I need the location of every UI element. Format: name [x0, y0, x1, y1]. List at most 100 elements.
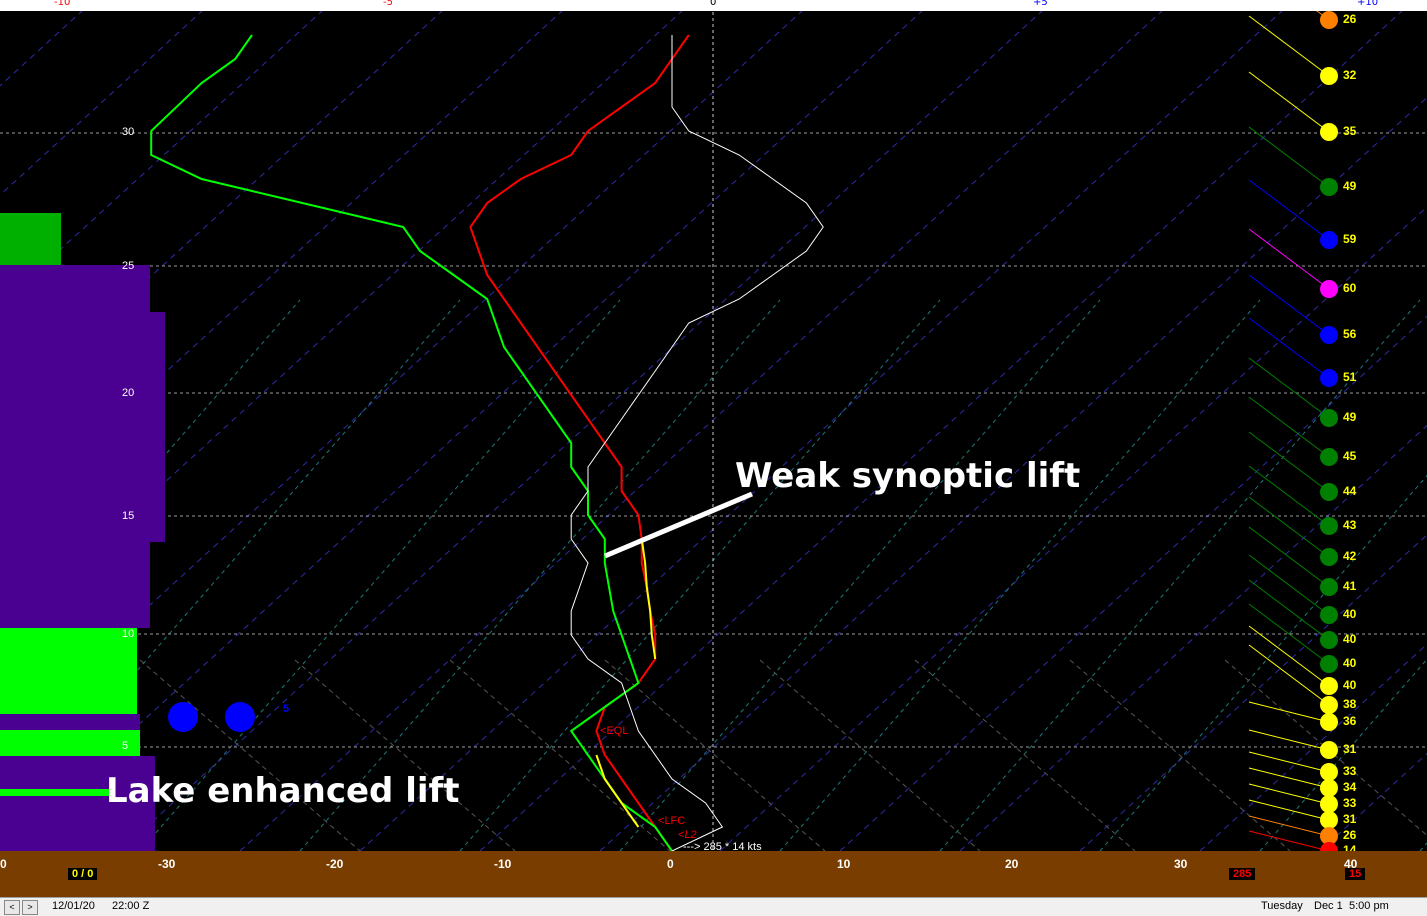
synoptic-pointer-line — [604, 491, 753, 559]
wind-dot — [1320, 369, 1338, 387]
wind-speed-label: 38 — [1343, 697, 1357, 711]
left-badge: 0 / 0 — [68, 868, 98, 880]
status-time: 22:00 Z — [112, 900, 150, 912]
wind-speed-label: 40 — [1343, 607, 1357, 621]
series-line-2 — [570, 35, 824, 851]
wind-dot — [1320, 67, 1338, 85]
wind-dot — [1320, 763, 1338, 781]
annotation-lake-enhanced-lift: Lake enhanced lift — [106, 771, 460, 811]
isotherm-line — [0, 0, 335, 306]
wind-dot — [1320, 811, 1338, 829]
mixing-ratio-line — [139, 299, 621, 851]
surface-wind-value: 285 * 14 kts — [703, 841, 762, 851]
isotherm-line — [359, 0, 1295, 851]
x-axis-bar: 0 -30 -20 -10 0 10 20 30 40 0 / 0 285 15 — [0, 851, 1427, 897]
wind-dot — [1320, 696, 1338, 714]
adiabat-line — [759, 659, 981, 851]
wind-barb — [1248, 799, 1330, 821]
wind-dot — [1320, 548, 1338, 566]
x-tick-0: 0 — [667, 857, 674, 871]
wind-speed-label: 60 — [1343, 281, 1357, 295]
green-block-low — [0, 730, 140, 756]
wind-dot — [1320, 231, 1338, 249]
x-tick-0-left: 0 — [0, 857, 7, 871]
x-tick-minus10: -10 — [494, 857, 512, 871]
wind-dot — [1320, 795, 1338, 813]
wind-barb — [1248, 830, 1330, 851]
wind-barb — [1248, 767, 1330, 789]
status-day: Tuesday — [1261, 900, 1303, 912]
wind-speed-label: 40 — [1343, 678, 1357, 692]
lfc-marker: <LFC — [658, 815, 686, 827]
purple-block-low — [0, 714, 140, 730]
adiabat-line — [914, 659, 1136, 851]
mixing-ratio-line — [0, 299, 301, 646]
status-date: 12/01/20 — [52, 900, 95, 912]
wind-speed-label: 32 — [1343, 68, 1357, 82]
wind-barb — [1248, 603, 1330, 665]
x-tick-10: 10 — [837, 857, 851, 871]
wind-speed-label: 14 — [1343, 843, 1357, 851]
series-line-4 — [640, 538, 657, 660]
wind-speed-label: 33 — [1343, 764, 1357, 778]
wind-speed-label: 34 — [1343, 780, 1357, 794]
status-local-time: 5:00 pm — [1349, 900, 1389, 912]
top-tick-minus5: -5 — [383, 0, 393, 8]
next-button[interactable]: > — [22, 900, 38, 915]
wind-barb — [1248, 751, 1330, 773]
wind-dot — [1320, 779, 1338, 797]
y-tick-10: 10 — [122, 628, 135, 640]
prev-button[interactable]: < — [4, 900, 20, 915]
wind-speed-label: 31 — [1343, 812, 1357, 826]
wind-barb — [1248, 431, 1330, 493]
wind-dot — [1320, 483, 1338, 501]
green-block-top — [0, 213, 61, 265]
isotherm-line — [0, 0, 935, 851]
wind-barb — [1248, 644, 1330, 706]
annotation-weak-synoptic-lift: Weak synoptic lift — [735, 456, 1081, 496]
x-tick-minus30: -30 — [158, 857, 176, 871]
wind-barb — [1248, 317, 1330, 379]
top-tick-minus10: -10 — [54, 0, 71, 8]
wind-speed-label: 43 — [1343, 518, 1357, 532]
wind-speed-label: 45 — [1343, 449, 1357, 463]
wind-speed-label: 56 — [1343, 327, 1357, 341]
mixing-ratio-line — [939, 299, 1421, 851]
wind-barb — [1248, 815, 1330, 837]
wind-barb — [1248, 783, 1330, 805]
mixing-ratio-line — [299, 299, 781, 851]
mixing-ratio-line — [1419, 842, 1427, 851]
mixing-ratio-line — [1259, 658, 1427, 851]
isotherm-line — [839, 315, 1427, 851]
wind-dot — [1320, 827, 1338, 845]
wind-barb — [1248, 15, 1330, 77]
x-tick-20: 20 — [1005, 857, 1019, 871]
wind-speed-label: 33 — [1343, 796, 1357, 810]
adiabat-line — [1069, 659, 1291, 851]
wind-dot — [1320, 517, 1338, 535]
status-local-date: Dec 1 — [1314, 900, 1343, 912]
isotherm-line — [0, 0, 695, 634]
isotherm-line — [239, 0, 1175, 851]
wind-barb — [1248, 71, 1330, 133]
wind-dot — [1320, 280, 1338, 298]
series-line-1 — [150, 34, 673, 851]
wind-dot — [1320, 123, 1338, 141]
wind-dot — [1320, 409, 1338, 427]
x-tick-minus20: -20 — [326, 857, 344, 871]
x-tick-30: 30 — [1174, 857, 1188, 871]
wind-barb — [1248, 526, 1330, 588]
wind-speed-label: 49 — [1343, 410, 1357, 424]
wind-speed-label: 41 — [1343, 579, 1357, 593]
wind-speed-label: 42 — [1343, 549, 1357, 563]
wind-speed-label: 40 — [1343, 632, 1357, 646]
isotherm-line — [1079, 534, 1427, 851]
skewt-plot-area[interactable]: 5 30 25 20 15 10 5 <EQL <LFC <L2 ---> 28… — [0, 0, 1427, 851]
blue-dot-2 — [225, 702, 255, 732]
wind-speed-label: 36 — [1343, 714, 1357, 728]
wind-barb — [1248, 701, 1330, 723]
wind-barb — [1248, 554, 1330, 616]
purple-block-bottom — [0, 756, 155, 851]
wind-barb — [1248, 625, 1330, 687]
adiabat-line — [449, 659, 671, 851]
